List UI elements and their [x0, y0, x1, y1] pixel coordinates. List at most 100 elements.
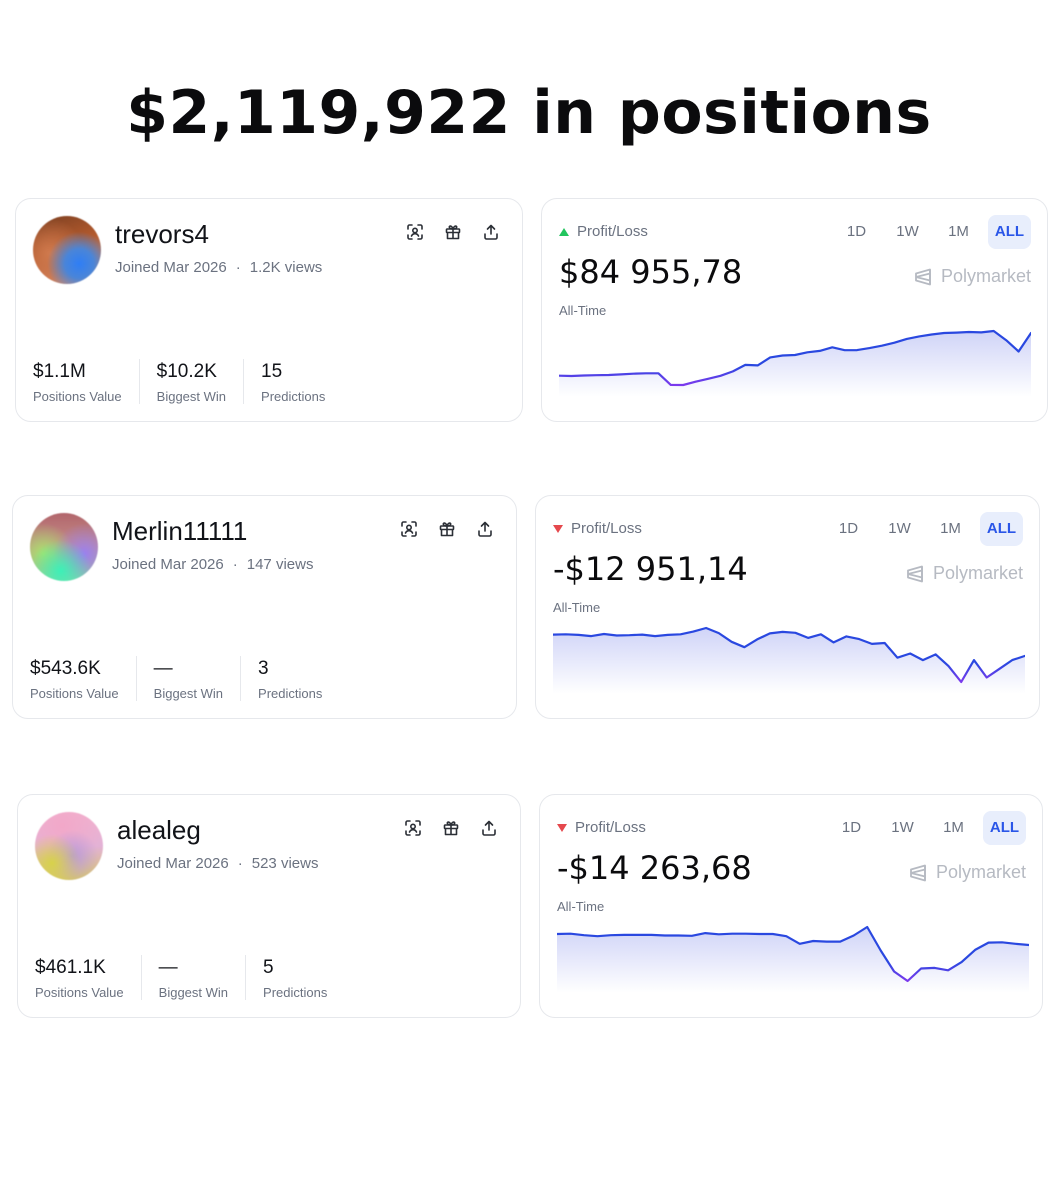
stat-value: $1.1M	[33, 361, 86, 382]
stat-value: $543.6K	[30, 658, 101, 679]
polymarket-brand[interactable]: Polymarket	[905, 563, 1023, 584]
range-tab-all[interactable]: ALL	[980, 512, 1023, 546]
range-tab-1w[interactable]: 1W	[888, 520, 911, 537]
stat-positions-value: $461.1K Positions Value	[35, 955, 141, 1000]
polymarket-brand[interactable]: Polymarket	[913, 266, 1031, 287]
profile-card: Merlin11111 Joined Mar 2026 · 147 views $5…	[12, 495, 517, 719]
pnl-value: -$14 263,68	[557, 849, 752, 887]
view-count: 1.2K views	[249, 259, 323, 276]
polymarket-brand[interactable]: Polymarket	[908, 862, 1026, 883]
brand-name: Polymarket	[932, 563, 1023, 583]
avatar[interactable]	[35, 812, 103, 880]
polymarket-logo-icon	[910, 864, 926, 881]
range-tab-1d[interactable]: 1D	[846, 223, 867, 240]
pnl-sparkline	[557, 923, 1029, 993]
stat-value: —	[153, 658, 173, 679]
stat-predictions: 3 Predictions	[240, 656, 339, 701]
profile-actions	[400, 520, 494, 538]
scan-face-icon[interactable]	[400, 520, 418, 538]
stat-label: Predictions	[263, 985, 328, 1000]
range-tab-1w[interactable]: 1W	[891, 819, 914, 836]
username[interactable]: trevors4	[115, 219, 209, 249]
sparkline-line	[557, 927, 1029, 981]
stat-biggest-win: $10.2K Biggest Win	[138, 359, 243, 404]
pnl-label: Profit/Loss	[577, 223, 648, 240]
range-tab-all[interactable]: ALL	[988, 215, 1031, 249]
gift-icon[interactable]	[438, 520, 456, 538]
profile-card: alealeg Joined Mar 2026 · 523 views $461.1…	[17, 794, 521, 1018]
sparkline-area	[559, 331, 1031, 397]
stat-label: Biggest Win	[158, 985, 229, 1000]
profile-meta: Joined Mar 2026 · 147 views	[112, 556, 313, 573]
page-headline: $2,119,922 in positions	[126, 78, 932, 148]
scan-face-icon[interactable]	[404, 819, 422, 837]
stat-value: $10.2K	[156, 361, 217, 382]
stat-label: Biggest Win	[156, 389, 227, 404]
stat-value: —	[158, 957, 178, 978]
range-tab-all[interactable]: ALL	[983, 811, 1026, 845]
range-tab-1m[interactable]: 1M	[940, 520, 961, 537]
view-count: 147 views	[246, 556, 314, 573]
profile-meta: Joined Mar 2026 · 523 views	[117, 855, 318, 872]
meta-separator: ·	[232, 556, 238, 573]
share-icon[interactable]	[482, 223, 500, 241]
sparkline-area	[553, 628, 1025, 694]
pnl-card: Profit/Loss -$14 263,68 All-Time 1D 1W 1…	[539, 794, 1043, 1018]
share-icon[interactable]	[480, 819, 498, 837]
polymarket-logo-icon	[907, 565, 923, 582]
stat-value: $461.1K	[35, 957, 106, 978]
pnl-period: All-Time	[559, 303, 607, 318]
profile-stats: $543.6K Positions Value — Biggest Win 3 Pre…	[30, 656, 339, 701]
joined-date: Joined Mar 2026	[117, 855, 229, 872]
pnl-header: Profit/Loss	[557, 819, 646, 836]
joined-date: Joined Mar 2026	[115, 259, 227, 276]
stat-label: Predictions	[258, 686, 323, 701]
avatar[interactable]	[30, 513, 98, 581]
brand-name: Polymarket	[935, 862, 1026, 882]
stat-biggest-win: — Biggest Win	[140, 955, 245, 1000]
stat-label: Positions Value	[33, 389, 122, 404]
pnl-header: Profit/Loss	[553, 520, 642, 537]
range-tab-1m[interactable]: 1M	[943, 819, 964, 836]
gift-icon[interactable]	[444, 223, 462, 241]
pnl-card: Profit/Loss -$12 951,14 All-Time 1D 1W 1…	[535, 495, 1040, 719]
stat-biggest-win: — Biggest Win	[135, 656, 240, 701]
trend-down-icon	[557, 823, 567, 832]
profile-meta: Joined Mar 2026 · 1.2K views	[115, 259, 322, 276]
pnl-card: Profit/Loss $84 955,78 All-Time 1D 1W 1M…	[541, 198, 1048, 422]
view-count: 523 views	[251, 855, 319, 872]
range-tab-1m[interactable]: 1M	[948, 223, 969, 240]
stat-label: Positions Value	[30, 686, 119, 701]
range-tab-1d[interactable]: 1D	[841, 819, 862, 836]
pnl-sparkline	[553, 624, 1025, 694]
sparkline-line	[559, 331, 1031, 385]
stat-label: Positions Value	[35, 985, 124, 1000]
pnl-value: -$12 951,14	[553, 550, 748, 588]
joined-date: Joined Mar 2026	[112, 556, 224, 573]
range-tab-1d[interactable]: 1D	[838, 520, 859, 537]
stat-value: 15	[261, 361, 283, 382]
stat-positions-value: $543.6K Positions Value	[30, 656, 136, 701]
meta-separator: ·	[237, 855, 243, 872]
pnl-label: Profit/Loss	[571, 520, 642, 537]
avatar[interactable]	[33, 216, 101, 284]
pnl-label: Profit/Loss	[575, 819, 646, 836]
pnl-header: Profit/Loss	[559, 223, 648, 240]
scan-face-icon[interactable]	[406, 223, 424, 241]
range-tab-1w[interactable]: 1W	[896, 223, 919, 240]
stat-positions-value: $1.1M Positions Value	[33, 359, 139, 404]
range-tabs: 1D 1W 1M ALL	[830, 811, 1026, 845]
share-icon[interactable]	[476, 520, 494, 538]
stat-value: 3	[258, 658, 269, 679]
username[interactable]: alealeg	[117, 815, 201, 845]
range-tabs: 1D 1W 1M ALL	[835, 215, 1031, 249]
username[interactable]: Merlin11111	[112, 516, 248, 546]
gift-icon[interactable]	[442, 819, 460, 837]
pnl-period: All-Time	[557, 899, 605, 914]
stat-predictions: 15 Predictions	[243, 359, 342, 404]
trend-down-icon	[553, 524, 563, 533]
brand-name: Polymarket	[940, 266, 1031, 286]
pnl-value: $84 955,78	[559, 253, 743, 291]
stat-label: Predictions	[261, 389, 326, 404]
range-tabs: 1D 1W 1M ALL	[827, 512, 1023, 546]
